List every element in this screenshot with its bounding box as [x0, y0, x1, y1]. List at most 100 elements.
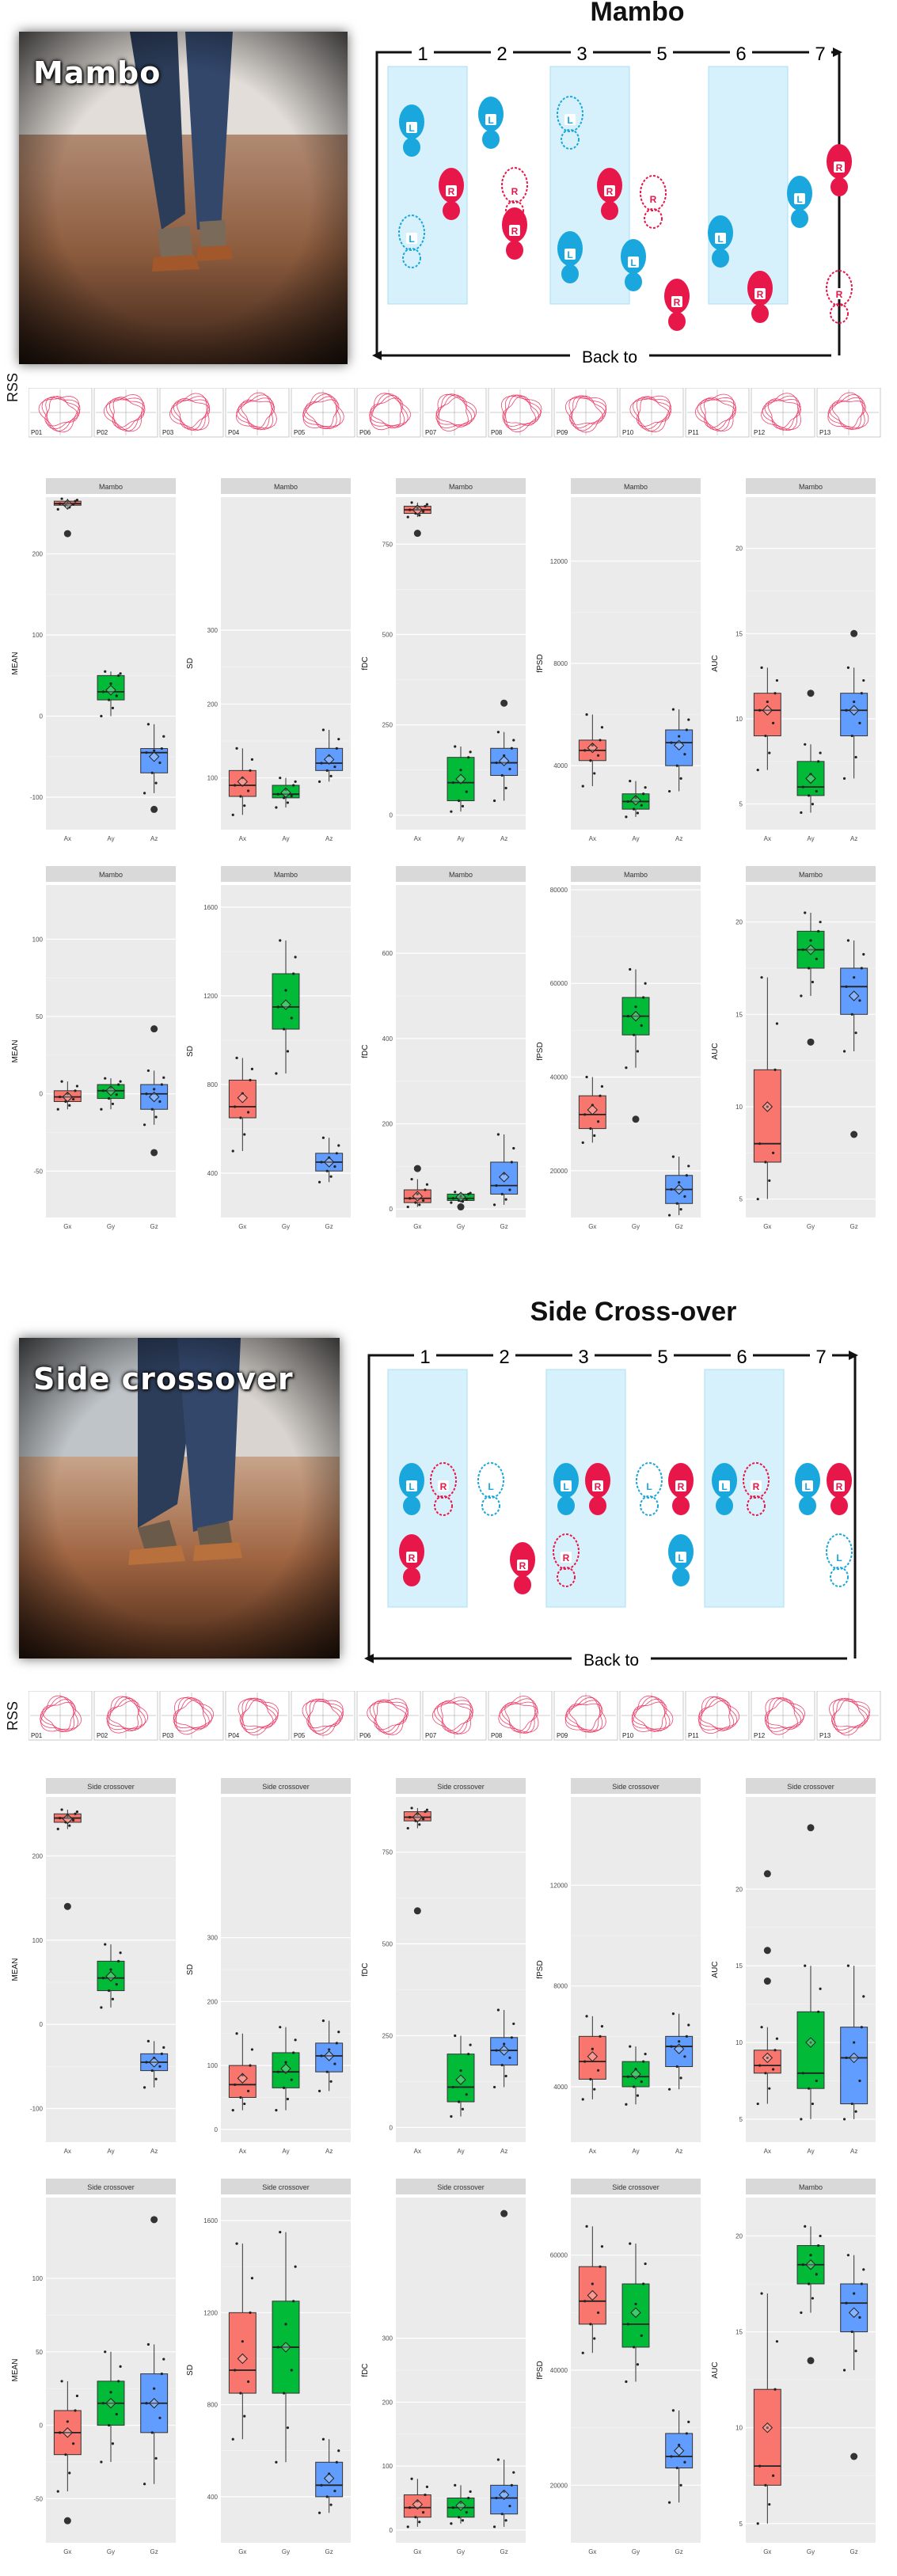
data-point [469, 750, 472, 754]
data-point [276, 2070, 279, 2073]
data-point [145, 2061, 148, 2064]
y-tick-label: 0 [390, 2124, 393, 2131]
right-foot-icon: R [827, 144, 852, 196]
data-point [75, 1085, 79, 1088]
data-point [811, 803, 815, 806]
left-foot-icon: L [553, 1463, 579, 1515]
x-tick-label: Ax [64, 2148, 71, 2155]
data-point [773, 2388, 777, 2391]
y-axis-label: AUC [711, 1043, 720, 1059]
data-point [337, 738, 340, 741]
svg-text:R: R [563, 1552, 570, 1563]
y-tick-label: 400 [207, 2494, 219, 2501]
y-axis-label: fDC [361, 656, 370, 670]
data-point [845, 985, 848, 988]
mean-marker [148, 2057, 160, 2068]
box [621, 2061, 650, 2088]
rss-strip: P01 P02 P03 P04 P05 P06 P07 P08 P09 P10 P11 P12 P13 [28, 1690, 891, 1746]
data-point [119, 1080, 122, 1083]
data-point [496, 731, 500, 734]
facet-strip-label: Side crossover [87, 1783, 135, 1791]
data-point [800, 811, 803, 815]
y-tick-label: 750 [382, 1849, 393, 1856]
data-point [337, 2449, 340, 2453]
data-point [846, 939, 850, 942]
data-point [850, 734, 853, 738]
data-point [424, 1810, 427, 1814]
data-point [667, 2088, 671, 2091]
data-point [275, 2460, 278, 2464]
step-label: 7 [815, 44, 825, 65]
data-point [599, 1094, 602, 1097]
y-tick-label: 100 [32, 1937, 44, 1944]
x-tick-label: Gz [675, 1223, 683, 1230]
y-tick-label: 400 [207, 1170, 219, 1177]
y-tick-label: 0 [390, 2527, 393, 2534]
rss-participant-label: P06 [359, 429, 371, 436]
mean-marker [805, 2259, 816, 2270]
data-point [815, 957, 818, 960]
y-tick-label: 600 [382, 950, 393, 957]
data-point [317, 2089, 321, 2093]
data-point [286, 801, 290, 804]
data-point [860, 692, 863, 695]
y-tick-label: 12000 [550, 1882, 568, 1889]
data-point [158, 2416, 162, 2419]
data-point [758, 2064, 762, 2067]
y-tick-label: 20 [735, 919, 743, 926]
data-point [101, 690, 105, 693]
x-tick-label: Az [850, 2148, 857, 2155]
data-point [406, 515, 409, 519]
data-point [819, 921, 822, 924]
outlier-point [150, 2216, 158, 2224]
data-point [276, 1005, 279, 1009]
data-point [758, 2464, 762, 2468]
data-point [409, 1815, 412, 1819]
data-point [421, 1818, 425, 1821]
data-point [461, 804, 465, 807]
mean-marker [762, 2422, 773, 2434]
x-tick-label: Gy [282, 2548, 290, 2555]
data-point [801, 2072, 804, 2075]
data-point [596, 2069, 600, 2072]
rss-participant-label: P02 [97, 429, 108, 436]
facet-strip-label: Mambo [449, 871, 473, 879]
x-tick-label: Az [150, 835, 158, 842]
box [403, 1811, 431, 1822]
data-point [329, 1175, 333, 1178]
y-axis-label: SD [186, 1964, 195, 1975]
data-point [320, 2054, 323, 2057]
data-point [642, 996, 645, 999]
outlier-point [850, 629, 858, 637]
y-tick-label: 500 [382, 631, 393, 638]
left-foot-icon: L [795, 1463, 820, 1515]
outlier-point [763, 1978, 771, 1985]
data-point [773, 692, 777, 695]
data-point [107, 1989, 111, 1993]
data-point [589, 1127, 592, 1130]
y-tick-label: 800 [207, 2402, 219, 2409]
footprints: L R L L R R L L R R R L L R L R R [398, 96, 853, 331]
y-axis-label: SD [186, 2365, 195, 2376]
data-point [678, 735, 681, 738]
step-diagram: 1 2 3 5 6 7 Back to L R R L R L R R L R L L R L R L [364, 1344, 858, 1670]
data-point [146, 2039, 150, 2042]
svg-text:L: L [804, 1481, 810, 1492]
facet-strip [746, 866, 876, 882]
data-point [321, 2437, 325, 2441]
dancer-illustration [19, 1338, 340, 1658]
data-point [815, 789, 818, 793]
data-point [764, 2483, 767, 2487]
data-point [766, 2426, 769, 2430]
y-tick-label: 1600 [203, 2217, 218, 2225]
mean-marker [237, 2353, 249, 2365]
box [840, 2027, 868, 2105]
data-point [819, 751, 822, 754]
data-point [465, 2093, 468, 2096]
mean-marker [848, 705, 860, 716]
x-tick-label: Ay [282, 2148, 289, 2155]
data-point [107, 698, 111, 701]
data-point [56, 1827, 59, 1831]
y-axis-label: fDC [361, 1962, 370, 1976]
data-point [846, 1964, 850, 1967]
